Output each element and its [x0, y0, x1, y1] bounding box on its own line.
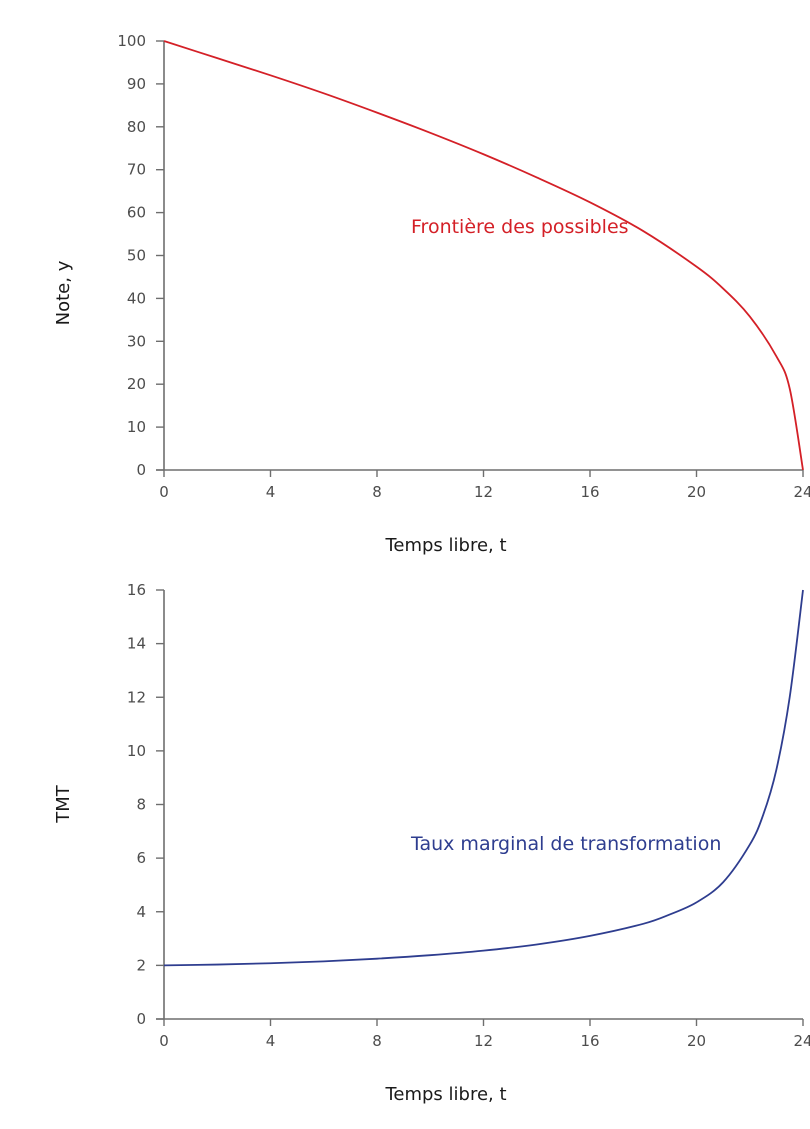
tmt-x-axis-ticks: 0 4 8 12 16 20 24: [159, 1019, 810, 1050]
y-tick-label: 90: [127, 75, 146, 93]
x-tick-label: 0: [159, 1032, 169, 1050]
x-tick-label: 16: [580, 1032, 599, 1050]
tmt-x-axis-title: Temps libre, t: [384, 1084, 506, 1105]
x-tick-label: 24: [793, 1032, 810, 1050]
x-tick-label: 24: [793, 483, 810, 501]
y-tick-label: 80: [127, 118, 146, 136]
tmt-curve-label: Taux marginal de transformation: [410, 833, 721, 855]
y-tick-label: 2: [136, 956, 146, 974]
ppf-chart: 0 10 20 30 40 50 60 70 80 90 100 0 4 8 12 16 20 24 Front…: [53, 32, 810, 556]
y-tick-label: 10: [127, 742, 146, 760]
x-tick-label: 0: [159, 483, 169, 501]
y-tick-label: 4: [136, 903, 146, 921]
x-tick-label: 4: [266, 1032, 276, 1050]
y-tick-label: 14: [127, 635, 146, 653]
x-tick-label: 20: [687, 1032, 706, 1050]
y-tick-label: 0: [136, 461, 146, 479]
ppf-x-axis-ticks: 0 4 8 12 16 20 24: [159, 470, 810, 501]
ppf-curve: [163, 40, 804, 471]
y-tick-label: 50: [127, 247, 146, 265]
y-tick-label: 16: [127, 581, 146, 599]
tmt-y-axis-title: TMT: [53, 784, 74, 824]
ppf-y-axis-ticks: 0 10 20 30 40 50 60 70 80 90 100: [117, 32, 164, 479]
ppf-curve-label: Frontière des possibles: [411, 216, 629, 238]
ppf-x-axis-title: Temps libre, t: [384, 535, 506, 556]
y-tick-label: 30: [127, 332, 146, 350]
y-tick-label: 10: [127, 418, 146, 436]
y-tick-label: 40: [127, 289, 146, 307]
y-tick-label: 100: [117, 32, 146, 50]
y-tick-label: 12: [127, 688, 146, 706]
x-tick-label: 16: [580, 483, 599, 501]
x-tick-label: 8: [372, 1032, 382, 1050]
y-tick-label: 0: [136, 1010, 146, 1028]
tmt-y-axis-ticks: 0 2 4 6 8 10 12 14 16: [127, 581, 164, 1028]
x-tick-label: 8: [372, 483, 382, 501]
y-tick-label: 6: [136, 849, 146, 867]
y-tick-label: 70: [127, 161, 146, 179]
y-tick-label: 60: [127, 204, 146, 222]
ppf-y-axis-title: Note, y: [53, 260, 74, 325]
x-tick-label: 12: [474, 1032, 493, 1050]
y-tick-label: 20: [127, 375, 146, 393]
x-tick-label: 20: [687, 483, 706, 501]
y-tick-label: 8: [136, 796, 146, 814]
x-tick-label: 12: [474, 483, 493, 501]
x-tick-label: 4: [266, 483, 276, 501]
tmt-curve: [163, 589, 804, 967]
